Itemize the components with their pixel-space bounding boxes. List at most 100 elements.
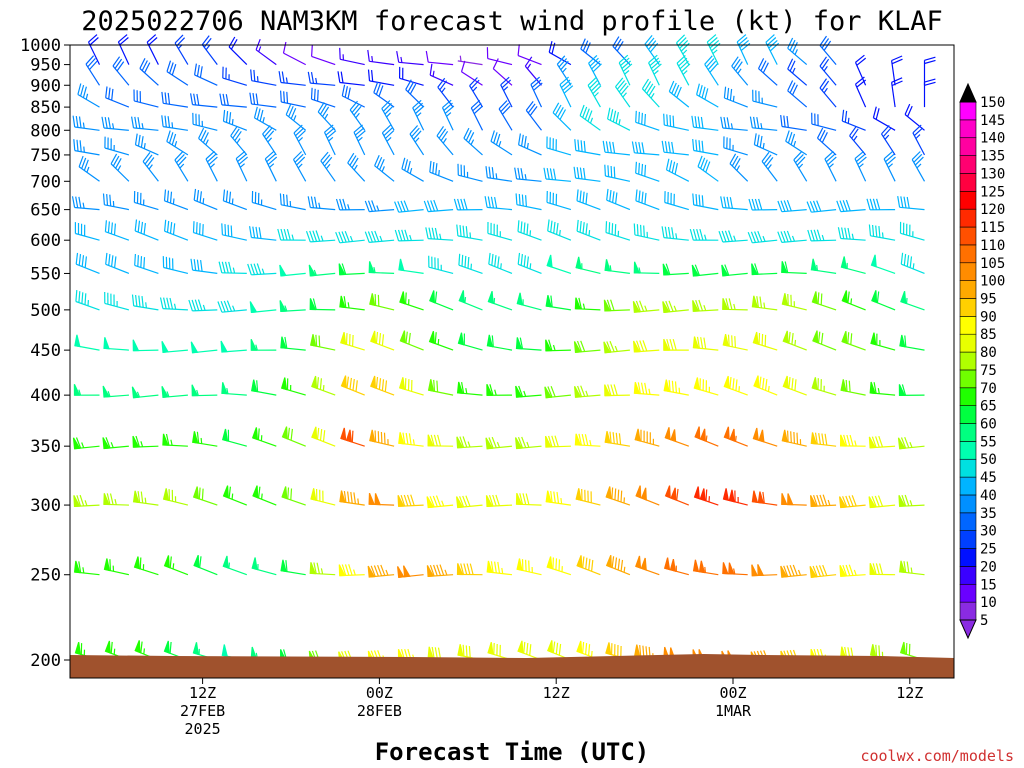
wind-barb xyxy=(912,124,926,156)
wind-barb xyxy=(458,253,483,274)
wind-barb xyxy=(605,221,631,241)
wind-barb xyxy=(429,160,454,182)
wind-barb xyxy=(810,258,837,274)
wind-barb xyxy=(751,263,778,276)
wind-barb xyxy=(247,263,277,276)
wind-barb xyxy=(456,436,483,449)
wind-barb xyxy=(696,83,719,108)
wind-barb xyxy=(280,559,306,576)
wind-barb xyxy=(809,564,837,578)
wind-barb xyxy=(753,133,778,156)
y-tick-label: 800 xyxy=(30,121,61,141)
wind-barb xyxy=(161,115,188,131)
wind-barb xyxy=(423,199,454,213)
colorbar-cell xyxy=(959,298,977,317)
wind-barb xyxy=(370,330,395,351)
wind-barb xyxy=(547,640,572,661)
wind-barb xyxy=(457,644,483,661)
wind-barb xyxy=(722,488,748,506)
wind-barb xyxy=(341,84,365,108)
wind-barb xyxy=(190,341,218,354)
wind-barb xyxy=(868,224,896,241)
wind-barb xyxy=(102,385,129,398)
wind-barb xyxy=(618,54,633,86)
wind-barb xyxy=(72,115,100,131)
wind-barb xyxy=(518,133,542,156)
wind-barb xyxy=(133,89,159,108)
x-tick-label: 1MAR xyxy=(715,702,752,720)
wind-barb xyxy=(337,71,365,86)
wind-barb xyxy=(898,494,925,507)
wind-barb xyxy=(279,300,306,313)
wind-barb xyxy=(221,382,247,396)
wind-barb xyxy=(576,219,601,241)
wind-barb xyxy=(880,124,896,156)
wind-barb xyxy=(633,340,660,353)
wind-barb xyxy=(782,375,807,396)
wind-barb xyxy=(285,103,307,131)
x-tick-label: 00Z xyxy=(719,684,746,702)
wind-barb xyxy=(722,298,748,311)
wind-barb xyxy=(575,488,601,506)
wind-barb xyxy=(515,193,542,211)
wind-barb xyxy=(543,167,571,182)
colorbar-label: 100 xyxy=(980,274,1005,290)
wind-barb xyxy=(228,36,248,66)
y-axis: 200 250 300 350 400 450 500 550 600 650 700 750 800 8… xyxy=(20,36,70,671)
colorbar-label: 105 xyxy=(980,256,1005,272)
wind-barb xyxy=(899,334,925,351)
wind-barb xyxy=(264,150,278,182)
wind-barb xyxy=(883,150,896,182)
colorbar-label: 80 xyxy=(980,345,997,361)
wind-barb xyxy=(664,485,690,506)
wind-barb xyxy=(456,224,483,241)
colorbar-cell xyxy=(959,405,977,424)
wind-barb xyxy=(133,556,159,576)
wind-barb xyxy=(603,299,630,312)
wind-barb xyxy=(219,93,247,108)
wind-barb xyxy=(412,99,425,131)
wind-barb xyxy=(162,256,189,274)
wind-barb xyxy=(460,60,483,86)
wind-barb xyxy=(280,336,306,351)
wind-barb xyxy=(280,90,306,108)
wind-barb xyxy=(545,339,571,352)
wind-barb xyxy=(409,125,425,156)
wind-barb xyxy=(174,34,189,65)
wind-barb xyxy=(399,66,424,86)
wind-barb xyxy=(317,101,336,131)
wind-barb xyxy=(633,223,660,241)
wind-barb xyxy=(159,297,188,311)
colorbar-label: 115 xyxy=(980,220,1005,236)
colorbar-label: 135 xyxy=(980,149,1005,165)
wind-barb xyxy=(279,264,306,277)
wind-barb xyxy=(364,230,395,243)
wind-barb xyxy=(161,91,188,108)
wind-barb xyxy=(457,55,483,66)
wind-barb xyxy=(545,435,571,448)
wind-barb xyxy=(854,76,867,108)
wind-barb xyxy=(437,77,454,108)
wind-barb xyxy=(249,92,277,108)
wind-barb xyxy=(720,116,748,131)
wind-barb xyxy=(663,113,689,131)
wind-barb xyxy=(485,166,513,182)
colorbar-cell xyxy=(959,387,977,406)
colorbar-cell xyxy=(959,155,977,174)
wind-barb xyxy=(253,106,277,131)
wind-barb xyxy=(307,71,336,86)
colorbar-label: 145 xyxy=(980,113,1005,129)
wind-barb xyxy=(911,151,926,182)
colorbar-cell xyxy=(959,583,977,603)
wind-barb xyxy=(103,558,130,576)
wind-barb xyxy=(635,161,660,182)
colorbar-label: 95 xyxy=(980,291,997,307)
wind-barb xyxy=(205,150,218,182)
wind-barb xyxy=(470,99,484,131)
wind-barb xyxy=(427,434,454,447)
wind-barb xyxy=(367,49,395,66)
wind-barb xyxy=(692,559,719,576)
chart-title: 2025022706 NAM3KM forecast wind profile … xyxy=(81,6,943,37)
wind-barb xyxy=(904,103,925,131)
wind-barb xyxy=(500,76,513,108)
